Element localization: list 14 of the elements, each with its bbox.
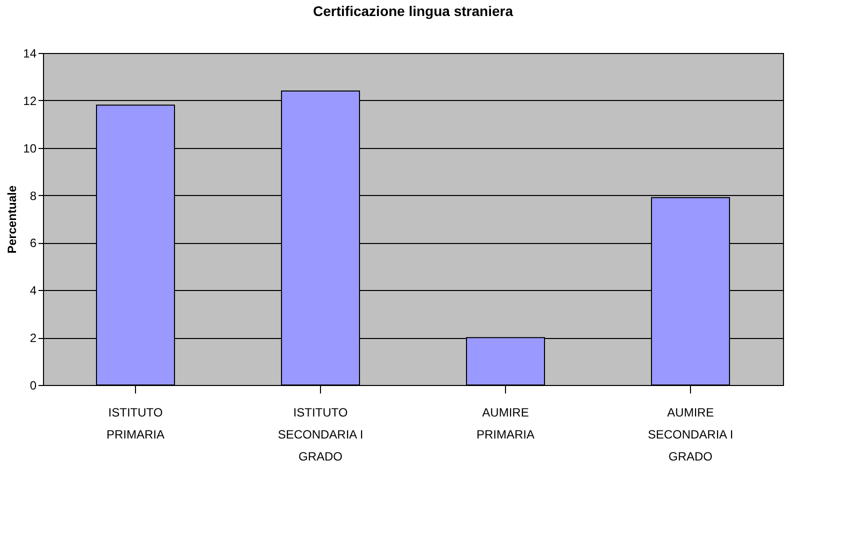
y-tick-label: 14	[23, 46, 37, 60]
x-tick-label: ISTITUTO SECONDARIA I GRADO	[278, 406, 364, 464]
y-tick-label: 0	[30, 378, 37, 392]
x-tick-label: AUMIRE SECONDARIA I GRADO	[648, 406, 734, 464]
y-tick-label: 6	[30, 236, 37, 250]
x-tick-label: AUMIRE PRIMARIA	[476, 406, 535, 442]
y-tick-label: 8	[30, 188, 37, 203]
chart-title: Certificazione lingua straniera	[313, 3, 514, 19]
x-tick-label: ISTITUTO PRIMARIA	[106, 406, 165, 442]
y-tick-label: 10	[23, 141, 37, 156]
y-tick-label: 2	[30, 331, 37, 346]
y-tick-label: 4	[30, 284, 37, 298]
y-tick-label: 12	[23, 94, 37, 108]
y-axis-title: Percentuale	[5, 185, 20, 254]
